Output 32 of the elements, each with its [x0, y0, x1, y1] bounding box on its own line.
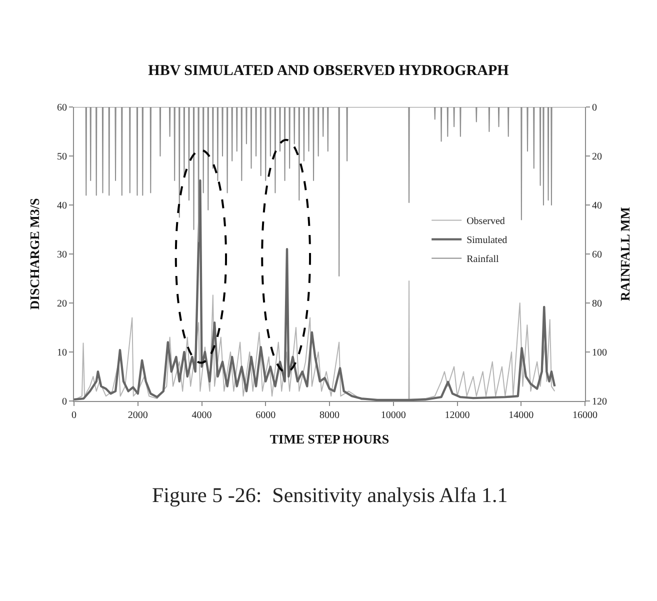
y-tick-label: 60 [57, 102, 67, 114]
y-tick-label: 0 [62, 396, 67, 408]
x-tick-label: 0 [72, 410, 76, 421]
y-axis-title: DISCHARGE M3/S [26, 198, 42, 310]
legend-label: Simulated [466, 235, 508, 246]
y-tick-label: 40 [57, 200, 67, 212]
chart-title: HBV SIMULATED AND OBSERVED HYDROGRAPH [148, 62, 510, 79]
y2-axis-title: RAINFALL MM [618, 206, 633, 302]
y2-tick-label: 100 [592, 348, 607, 358]
x-tick-label: 14000 [508, 410, 534, 421]
x-tick-label: 4000 [192, 410, 212, 421]
line-series [74, 179, 556, 401]
y-tick-label: 50 [57, 152, 67, 162]
x-tick-label: 2000 [128, 410, 148, 421]
x-tick-label: 16000 [572, 410, 598, 421]
y2-tick-label: 40 [592, 200, 602, 212]
y-tick-label: 10 [57, 348, 67, 358]
legend-label: Observed [466, 216, 505, 228]
x-tick-label: 10000 [380, 410, 406, 421]
y2-tick-label: 80 [592, 298, 602, 310]
caption: Figure 5 -26: Sensitivity analysis Alfa 1.1 [152, 483, 508, 507]
y2-tick-label: 120 [592, 396, 607, 408]
y2-tick-label: 20 [592, 152, 602, 162]
y2-tick-label: 0 [592, 102, 597, 114]
y2-tick-label: 60 [592, 250, 602, 260]
x-axis-title: TIME STEP HOURS [270, 432, 390, 447]
legend-label: Rainfall [466, 254, 500, 266]
y-tick-label: 20 [57, 298, 67, 310]
x-tick-label: 8000 [320, 410, 340, 421]
y-tick-label: 30 [57, 250, 67, 260]
x-tick-label: 12000 [444, 410, 470, 421]
x-tick-label: 6000 [256, 410, 276, 421]
